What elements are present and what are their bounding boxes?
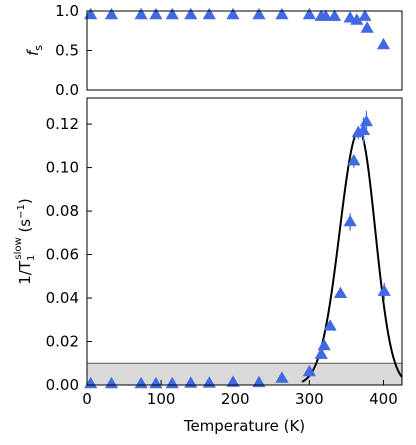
- fs-data-point: [319, 9, 333, 21]
- fs-data-point: [327, 9, 342, 21]
- relaxation-rate-panel: 0.00 0.02 0.04 0.06 0.08 0.10 0.12 0 100 200 300 40…: [13, 97, 403, 435]
- rate-y-axis-label: 1/T1slow (s−1): [13, 198, 37, 284]
- fs-data-point: [350, 13, 364, 25]
- rate-data-points: [84, 111, 391, 389]
- rate-data-point: [377, 284, 391, 296]
- fs-panel: 0.0 0.5 1.0 fs: [24, 2, 403, 99]
- fs-data-point: [302, 7, 316, 20]
- rate-y-tick-label: 0.02: [46, 333, 79, 351]
- fs-y-axis-label: fs: [24, 45, 45, 56]
- rate-data-point: [314, 347, 328, 359]
- fs-data-point: [226, 7, 240, 20]
- x-tick-label: 0: [82, 390, 92, 408]
- rate-y-label-close: ): [16, 198, 34, 204]
- rate-y-tick-label: 0.08: [46, 202, 79, 220]
- rate-data-point: [333, 286, 348, 299]
- rate-data-point: [302, 364, 316, 377]
- fs-panel-frame: [86, 10, 403, 91]
- fs-data-point: [184, 7, 198, 20]
- fs-data-point: [134, 7, 148, 20]
- fs-data-point: [358, 9, 372, 21]
- x-axis-label: Temperature (K): [183, 417, 305, 435]
- x-tick-label: 300: [295, 390, 324, 408]
- fs-y-axis-label-sub: s: [32, 45, 45, 51]
- rate-y-tick-label: 0.00: [46, 376, 79, 394]
- fs-data-point: [202, 7, 216, 20]
- x-tick-label: 400: [369, 390, 398, 408]
- fs-y-axis-label-main: f: [24, 48, 42, 56]
- fs-data-points: [84, 7, 391, 50]
- rate-data-point: [343, 214, 357, 227]
- rate-y-label-sub: 1: [26, 255, 37, 261]
- rate-y-label-main: 1/T: [16, 260, 34, 285]
- rate-data-point: [275, 371, 289, 383]
- main-axis-ticks: 0.00 0.02 0.04 0.06 0.08 0.10 0.12 0 100 200 300 40…: [46, 115, 398, 408]
- rate-y-label-unit-sup: −1: [16, 204, 27, 219]
- fs-data-point: [84, 7, 98, 20]
- rate-data-point: [317, 338, 331, 351]
- fs-data-point: [149, 7, 163, 20]
- fit-curve: [301, 129, 403, 383]
- rate-data-point: [359, 114, 374, 127]
- fs-y-tick-label: 0.0: [55, 81, 79, 99]
- rate-y-tick-label: 0.10: [46, 159, 79, 177]
- fs-data-point: [275, 7, 289, 20]
- rate-data-point: [226, 375, 240, 387]
- fs-data-point: [252, 7, 266, 20]
- fs-data-point: [376, 37, 391, 50]
- fs-y-ticks: 0.0 0.5 1.0: [55, 2, 92, 99]
- rate-y-tick-label: 0.12: [46, 115, 79, 133]
- fs-data-point: [360, 21, 374, 33]
- rate-y-label-sup: slow: [13, 237, 24, 259]
- rate-y-label-unit: (s: [16, 219, 34, 238]
- rate-data-point: [252, 375, 266, 388]
- fs-y-tick-label: 0.5: [55, 42, 79, 60]
- shaded-noise-region: [87, 363, 402, 385]
- rate-y-tick-label: 0.06: [46, 246, 79, 264]
- main-panel-frame: [86, 97, 403, 386]
- fs-y-tick-label: 1.0: [55, 2, 79, 20]
- x-tick-label: 200: [221, 390, 250, 408]
- fs-data-point: [104, 7, 119, 20]
- rate-data-point: [323, 319, 337, 331]
- rate-data-point: [347, 153, 361, 166]
- fs-data-point: [165, 7, 179, 20]
- rate-y-tick-label: 0.04: [46, 289, 79, 307]
- x-tick-label: 100: [147, 390, 176, 408]
